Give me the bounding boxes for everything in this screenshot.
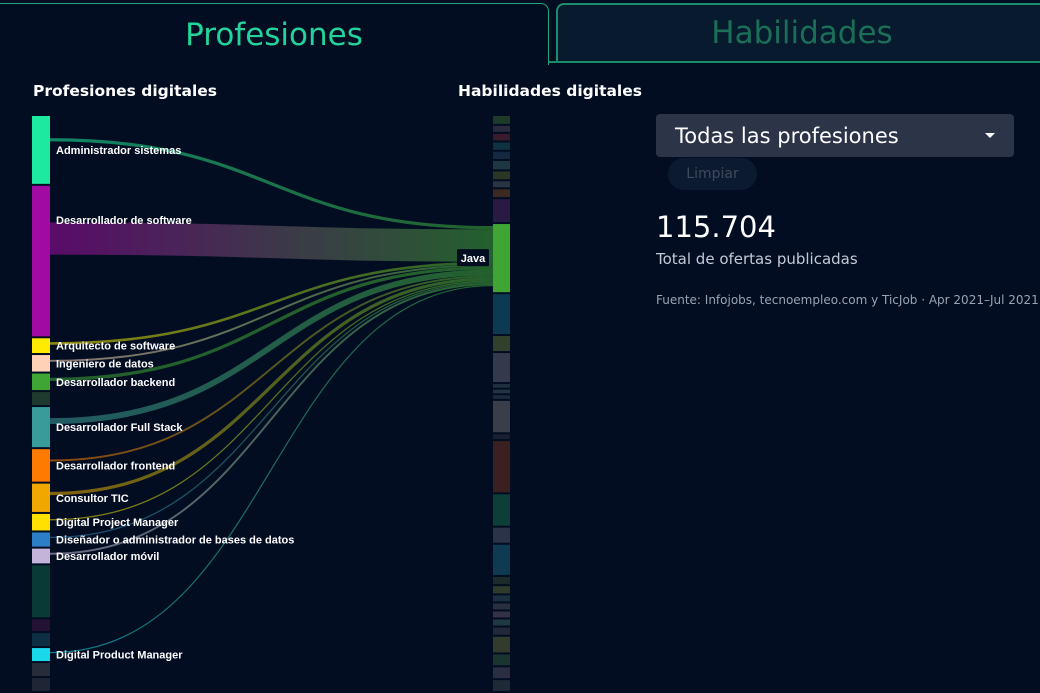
profession-label: Arquitecto de software [56, 341, 175, 353]
skill-node-java[interactable] [493, 224, 510, 293]
skill-node-unlabeled-33[interactable] [493, 680, 510, 691]
profession-label: Administrador sistemas [56, 145, 181, 157]
skill-node-unlabeled-28[interactable] [493, 619, 510, 626]
profession-node-unlabeled-17[interactable] [32, 678, 50, 691]
skill-node-unlabeled-5[interactable] [493, 160, 510, 170]
profession-label: Desarrollador backend [56, 377, 175, 389]
link-desarrollador-frontend-to-java[interactable] [49, 275, 494, 462]
skill-nodes [493, 116, 510, 691]
skill-node-unlabeled-11[interactable] [493, 294, 510, 335]
skill-node-unlabeled-20[interactable] [493, 494, 510, 526]
skill-node-unlabeled-30[interactable] [493, 636, 510, 653]
profession-nodes [32, 116, 50, 691]
profession-node-arquitecto-de-software[interactable] [32, 338, 50, 354]
link-consultor-tic-to-java[interactable] [49, 277, 494, 496]
dropdown-selected-value: Todas las profesiones [675, 123, 899, 148]
skill-node-unlabeled-2[interactable] [493, 133, 510, 141]
link-desarrollador-full-stack-to-java[interactable] [49, 269, 494, 425]
link-desarrollador-movil-to-java[interactable] [49, 283, 494, 555]
skill-node-unlabeled-19[interactable] [493, 441, 510, 493]
profession-node-desarrollador-backend[interactable] [32, 373, 50, 391]
link-desarrollador-backend-to-java[interactable] [49, 266, 494, 381]
skill-node-unlabeled-32[interactable] [493, 667, 510, 679]
skill-node-unlabeled-15[interactable] [493, 389, 510, 394]
skill-node-unlabeled-27[interactable] [493, 611, 510, 618]
professions-heading: Profesiones digitales [33, 82, 218, 100]
skill-node-unlabeled-24[interactable] [493, 586, 510, 594]
skills-heading: Habilidades digitales [458, 82, 642, 100]
profession-node-desarrollador-de-software[interactable] [32, 185, 50, 337]
skill-node-unlabeled-29[interactable] [493, 627, 510, 635]
profession-label: Diseñador o administrador de bases de da… [56, 535, 294, 547]
skill-node-unlabeled-4[interactable] [493, 151, 510, 159]
skill-node-unlabeled-18[interactable] [493, 434, 510, 440]
skill-node-unlabeled-26[interactable] [493, 603, 510, 610]
tab-bar: Profesiones Habilidades [0, 0, 1040, 65]
sankey-links [49, 138, 494, 654]
sankey-diagram: Administrador sistemas Desarrollador de s… [32, 116, 510, 691]
skill-label-background [457, 249, 489, 267]
profession-node-administrador-sistemas[interactable] [32, 116, 50, 184]
link-disenador-o-administrador-de-bases-de-datos-to-java[interactable] [49, 281, 494, 539]
skill-node-unlabeled-13[interactable] [493, 353, 510, 383]
skill-node-unlabeled-12[interactable] [493, 336, 510, 352]
profession-filter-dropdown[interactable]: Todas las profesiones [656, 114, 1014, 157]
skill-node-unlabeled-22[interactable] [493, 544, 510, 575]
tab-skills[interactable]: Habilidades [556, 3, 1040, 63]
node-labels: Administrador sistemas Desarrollador de s… [56, 145, 489, 662]
tab-divider [549, 61, 559, 63]
profession-label: Consultor TIC [56, 493, 129, 505]
skill-node-unlabeled-0[interactable] [493, 116, 510, 124]
skill-node-unlabeled-1[interactable] [493, 125, 510, 132]
profession-label: Ingeniero de datos [56, 358, 154, 370]
profession-node-unlabeled-13[interactable] [32, 619, 50, 632]
link-digital-project-manager-to-java[interactable] [49, 280, 494, 521]
profession-label: Digital Product Manager [56, 650, 183, 662]
skill-node-unlabeled-16[interactable] [493, 395, 510, 399]
skill-node-unlabeled-21[interactable] [493, 527, 510, 543]
total-offers-value: 115.704 [656, 210, 776, 244]
profession-node-desarrollador-full-stack[interactable] [32, 407, 50, 448]
profession-label: Desarrollador móvil [56, 551, 159, 563]
profession-node-unlabeled-14[interactable] [32, 633, 50, 647]
skill-node-unlabeled-17[interactable] [493, 400, 510, 433]
skill-node-unlabeled-8[interactable] [493, 189, 510, 198]
skill-node-unlabeled-3[interactable] [493, 142, 510, 150]
tab-professions[interactable]: Profesiones [0, 3, 549, 65]
profession-label: Digital Project Manager [56, 517, 179, 529]
profession-label: Desarrollador frontend [56, 460, 175, 472]
skill-node-unlabeled-6[interactable] [493, 171, 510, 180]
link-desarrollador-de-software-to-java[interactable] [49, 222, 494, 262]
profession-label: Desarrollador Full Stack [56, 422, 183, 434]
skill-node-unlabeled-14[interactable] [493, 384, 510, 388]
profession-node-unlabeled-5[interactable] [32, 392, 50, 406]
profession-node-digital-product-manager[interactable] [32, 648, 50, 662]
skill-node-unlabeled-31[interactable] [493, 654, 510, 666]
skill-node-unlabeled-25[interactable] [493, 595, 510, 602]
profession-node-digital-project-manager[interactable] [32, 513, 50, 531]
link-ingeniero-de-datos-to-java[interactable] [49, 264, 494, 362]
profession-node-desarrollador-frontend[interactable] [32, 449, 50, 482]
profession-node-unlabeled-16[interactable] [32, 663, 50, 677]
profession-node-consultor-tic[interactable] [32, 483, 50, 512]
total-offers-label: Total de ofertas publicadas [656, 250, 858, 268]
profession-node-disenador-o-administrador-de-bases-de-datos[interactable] [32, 532, 50, 547]
skill-node-unlabeled-7[interactable] [493, 181, 510, 188]
profession-label: Desarrollador de software [56, 215, 192, 227]
link-digital-product-manager-to-java[interactable] [49, 284, 494, 654]
clear-filter-button[interactable]: Limpiar [668, 158, 757, 190]
skill-label: Java [461, 253, 486, 265]
skill-node-unlabeled-9[interactable] [493, 199, 510, 223]
profession-node-unlabeled-12[interactable] [32, 565, 50, 618]
data-source-note: Fuente: Infojobs, tecnoempleo.com y TicJ… [656, 293, 1039, 307]
link-arquitecto-de-software-to-java[interactable] [49, 261, 494, 345]
profession-node-ingeniero-de-datos[interactable] [32, 355, 50, 372]
link-administrador-sistemas-to-java[interactable] [49, 138, 494, 230]
chevron-down-icon [985, 133, 995, 138]
profession-node-desarrollador-movil[interactable] [32, 548, 50, 564]
skill-node-unlabeled-23[interactable] [493, 576, 510, 585]
